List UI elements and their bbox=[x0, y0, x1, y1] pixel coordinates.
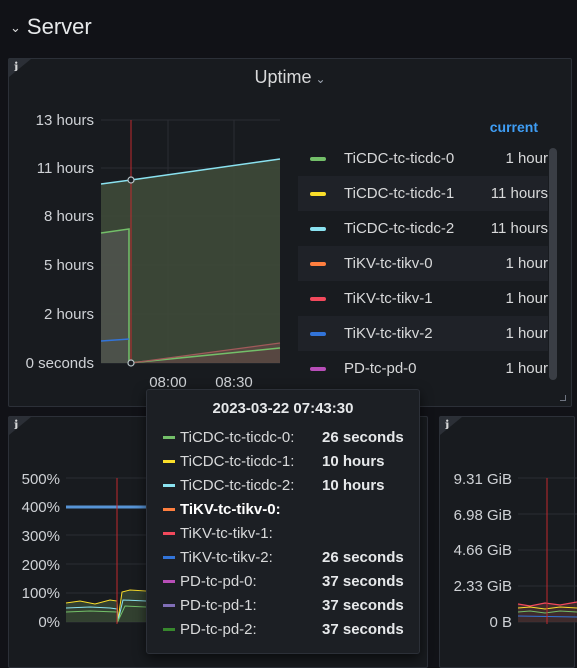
legend-name: TiCDC-tc-ticdc-1 bbox=[344, 185, 455, 202]
tooltip-swatch bbox=[163, 435, 175, 439]
tooltip-series-value: 10 hours bbox=[322, 476, 385, 494]
legend-swatch bbox=[310, 331, 326, 336]
hover-tooltip: 2023-03-22 07:43:30 TiCDC-tc-ticdc-0: 26… bbox=[146, 389, 420, 654]
legend-value: 1 hour bbox=[505, 150, 548, 167]
tooltip-series-name: PD-tc-pd-2: bbox=[180, 620, 257, 638]
chevron-down-icon[interactable]: ⌄ bbox=[10, 20, 21, 35]
row-title: Server bbox=[26, 14, 92, 39]
tooltip-row: PD-tc-pd-1: 37 seconds bbox=[163, 594, 413, 616]
legend-swatch bbox=[310, 366, 326, 371]
legend-name: TiKV-tc-tikv-2 bbox=[344, 325, 433, 342]
tooltip-series-name: PD-tc-pd-1: bbox=[180, 596, 257, 614]
info-icon[interactable]: i bbox=[9, 417, 31, 435]
tooltip-series-value: 37 seconds bbox=[322, 596, 404, 614]
tooltip-series-value: 37 seconds bbox=[322, 620, 404, 638]
tooltip-series-value: 26 seconds bbox=[322, 428, 404, 446]
tooltip-row: TiKV-tc-tikv-2: 26 seconds bbox=[163, 546, 413, 568]
legend-name: PD-tc-pd-0 bbox=[344, 360, 417, 377]
uptime-legend: current TiCDC-tc-ticdc-0 1 hour TiCDC-tc… bbox=[298, 115, 548, 383]
legend-value: 11 hours bbox=[490, 185, 548, 202]
tooltip-swatch bbox=[163, 507, 175, 511]
legend-value: 1 hour bbox=[505, 360, 548, 377]
tooltip-series-name: TiKV-tc-tikv-1: bbox=[180, 524, 273, 542]
legend-item[interactable]: TiKV-tc-tikv-0 1 hour bbox=[298, 246, 548, 281]
tooltip-row: TiCDC-tc-ticdc-2: 10 hours bbox=[163, 474, 413, 496]
legend-item[interactable]: TiCDC-tc-ticdc-2 11 hours bbox=[298, 211, 548, 246]
legend-item[interactable]: TiKV-tc-tikv-1 1 hour bbox=[298, 281, 548, 316]
row-header-server[interactable]: ⌄ Server bbox=[10, 12, 92, 42]
legend-item[interactable]: TiKV-tc-tikv-2 1 hour bbox=[298, 316, 548, 351]
tooltip-series-value: 26 seconds bbox=[322, 548, 404, 566]
tooltip-series-name: TiKV-tc-tikv-0: bbox=[180, 500, 281, 518]
legend-scrollbar[interactable] bbox=[549, 148, 557, 380]
legend-item[interactable]: TiCDC-tc-ticdc-0 1 hour bbox=[298, 141, 548, 176]
resize-handle[interactable] bbox=[560, 395, 566, 401]
tooltip-series-value: 10 hours bbox=[322, 452, 385, 470]
tooltip-swatch bbox=[163, 627, 175, 631]
tooltip-row: TiKV-tc-tikv-1: bbox=[163, 522, 413, 544]
tooltip-time: 2023-03-22 07:43:30 bbox=[212, 400, 354, 417]
tooltip-series-name: TiKV-tc-tikv-2: bbox=[180, 548, 273, 566]
tooltip-swatch bbox=[163, 459, 175, 463]
tooltip-series-name: TiCDC-tc-ticdc-2: bbox=[180, 476, 295, 494]
tooltip-swatch bbox=[163, 579, 175, 583]
legend-swatch bbox=[310, 226, 326, 231]
tooltip-row: PD-tc-pd-2: 37 seconds bbox=[163, 618, 413, 640]
tooltip-series-name: TiCDC-tc-ticdc-0: bbox=[180, 428, 295, 446]
tooltip-swatch bbox=[163, 483, 175, 487]
memory-panel: i bbox=[439, 416, 575, 668]
legend-name: TiKV-tc-tikv-1 bbox=[344, 290, 433, 307]
legend-swatch bbox=[310, 296, 326, 301]
legend-name: TiCDC-tc-ticdc-0 bbox=[344, 150, 455, 167]
legend-item[interactable]: PD-tc-pd-0 1 hour bbox=[298, 351, 548, 383]
tooltip-series-value: 37 seconds bbox=[322, 572, 404, 590]
tooltip-swatch bbox=[163, 531, 175, 535]
legend-swatch bbox=[310, 156, 326, 161]
legend-name: TiKV-tc-tikv-0 bbox=[344, 255, 433, 272]
legend-swatch bbox=[310, 191, 326, 196]
chevron-down-icon: ⌄ bbox=[315, 72, 326, 86]
legend-swatch bbox=[310, 261, 326, 266]
tooltip-row: TiKV-tc-tikv-0: bbox=[163, 498, 413, 520]
legend-value: 1 hour bbox=[505, 290, 548, 307]
tooltip-series-name: PD-tc-pd-0: bbox=[180, 572, 257, 590]
tooltip-row: TiCDC-tc-ticdc-1: 10 hours bbox=[163, 450, 413, 472]
tooltip-swatch bbox=[163, 603, 175, 607]
legend-value: 1 hour bbox=[505, 255, 548, 272]
tooltip-row: PD-tc-pd-0: 37 seconds bbox=[163, 570, 413, 592]
legend-value: 1 hour bbox=[505, 325, 548, 342]
tooltip-row: TiCDC-tc-ticdc-0: 26 seconds bbox=[163, 426, 413, 448]
tooltip-swatch bbox=[163, 555, 175, 559]
legend-header-current[interactable]: current bbox=[489, 119, 538, 135]
legend-name: TiCDC-tc-ticdc-2 bbox=[344, 220, 455, 237]
legend-item[interactable]: TiCDC-tc-ticdc-1 11 hours bbox=[298, 176, 548, 211]
panel-title-text: Uptime bbox=[254, 67, 312, 87]
tooltip-series-name: TiCDC-tc-ticdc-1: bbox=[180, 452, 295, 470]
info-icon[interactable]: i bbox=[440, 417, 462, 435]
panel-title[interactable]: Uptime ⌄ bbox=[9, 67, 571, 88]
legend-value: 11 hours bbox=[490, 220, 548, 237]
